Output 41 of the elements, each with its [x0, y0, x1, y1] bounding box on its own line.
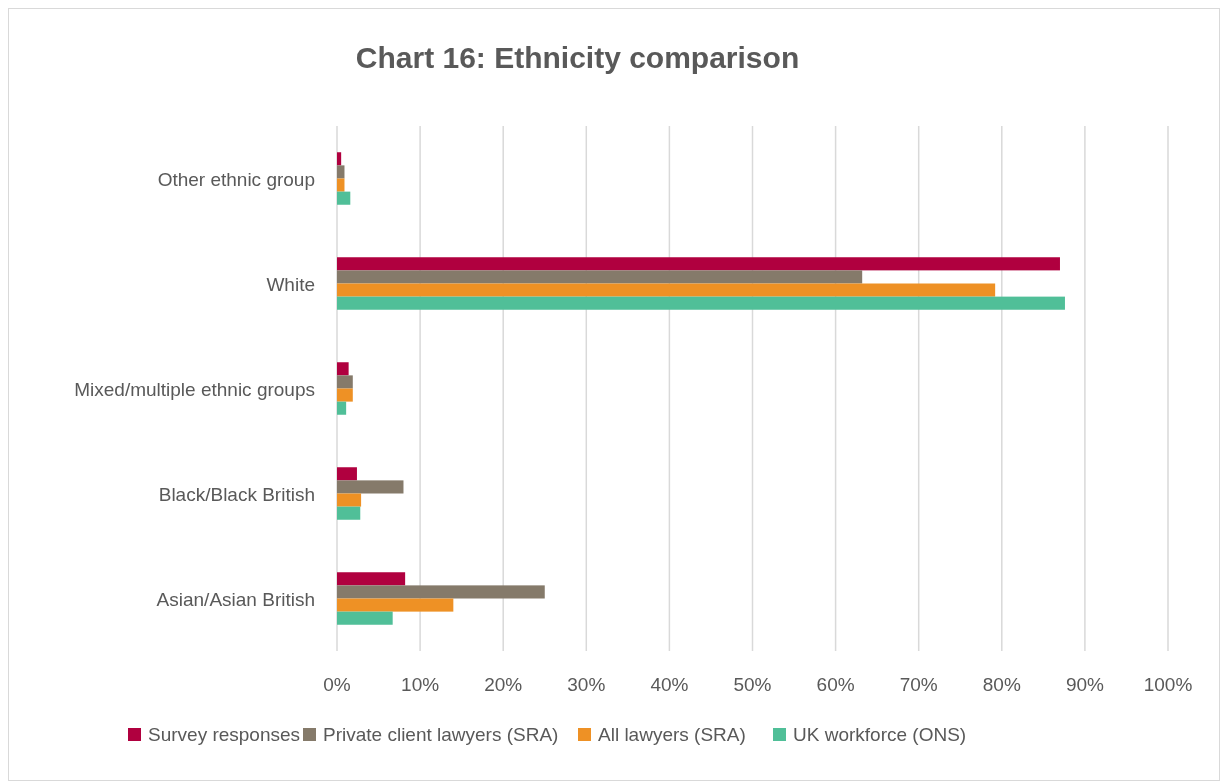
x-tick-label: 40%	[650, 674, 689, 695]
bar	[337, 165, 345, 179]
bar	[337, 401, 347, 415]
x-tick-label: 30%	[567, 674, 606, 695]
bar	[337, 388, 353, 402]
bar	[337, 270, 863, 284]
x-tick-label: 90%	[1065, 674, 1105, 695]
bar	[337, 572, 406, 586]
bar	[337, 178, 345, 192]
bar	[337, 296, 1065, 310]
x-tick-label: 70%	[899, 674, 938, 695]
legend-label: Private client lawyers (SRA)	[323, 724, 559, 745]
bar	[337, 506, 361, 520]
x-tick-label: 100%	[1143, 674, 1193, 695]
x-tick-label: 50%	[733, 674, 772, 695]
bar	[337, 191, 351, 205]
y-tick-label: Asian/Asian British	[156, 588, 315, 610]
bar	[337, 283, 996, 297]
bar	[337, 585, 545, 599]
legend-label: All lawyers (SRA)	[598, 724, 746, 745]
y-tick-label: Other ethnic group	[157, 168, 315, 190]
x-tick-label: 80%	[982, 674, 1021, 695]
bar	[337, 493, 362, 507]
legend-label: Survey responses	[148, 724, 301, 745]
legend-label: UK workforce (ONS)	[793, 724, 967, 745]
chart-title: Chart 16: Ethnicity comparison	[355, 41, 800, 74]
bar	[337, 611, 393, 625]
bar	[337, 480, 404, 494]
y-tick-label: Mixed/multiple ethnic groups	[74, 378, 315, 400]
bar	[337, 598, 454, 612]
bar	[337, 467, 357, 481]
bar	[337, 257, 1060, 271]
y-tick-label: White	[266, 273, 315, 295]
y-tick-label: Black/Black British	[158, 483, 315, 505]
x-tick-label: 60%	[816, 674, 855, 695]
bar	[337, 362, 349, 376]
bar	[337, 152, 342, 166]
x-tick-label: 10%	[401, 674, 440, 695]
x-tick-label: 20%	[484, 674, 523, 695]
x-tick-label: 0%	[323, 674, 351, 695]
bar	[337, 375, 353, 389]
